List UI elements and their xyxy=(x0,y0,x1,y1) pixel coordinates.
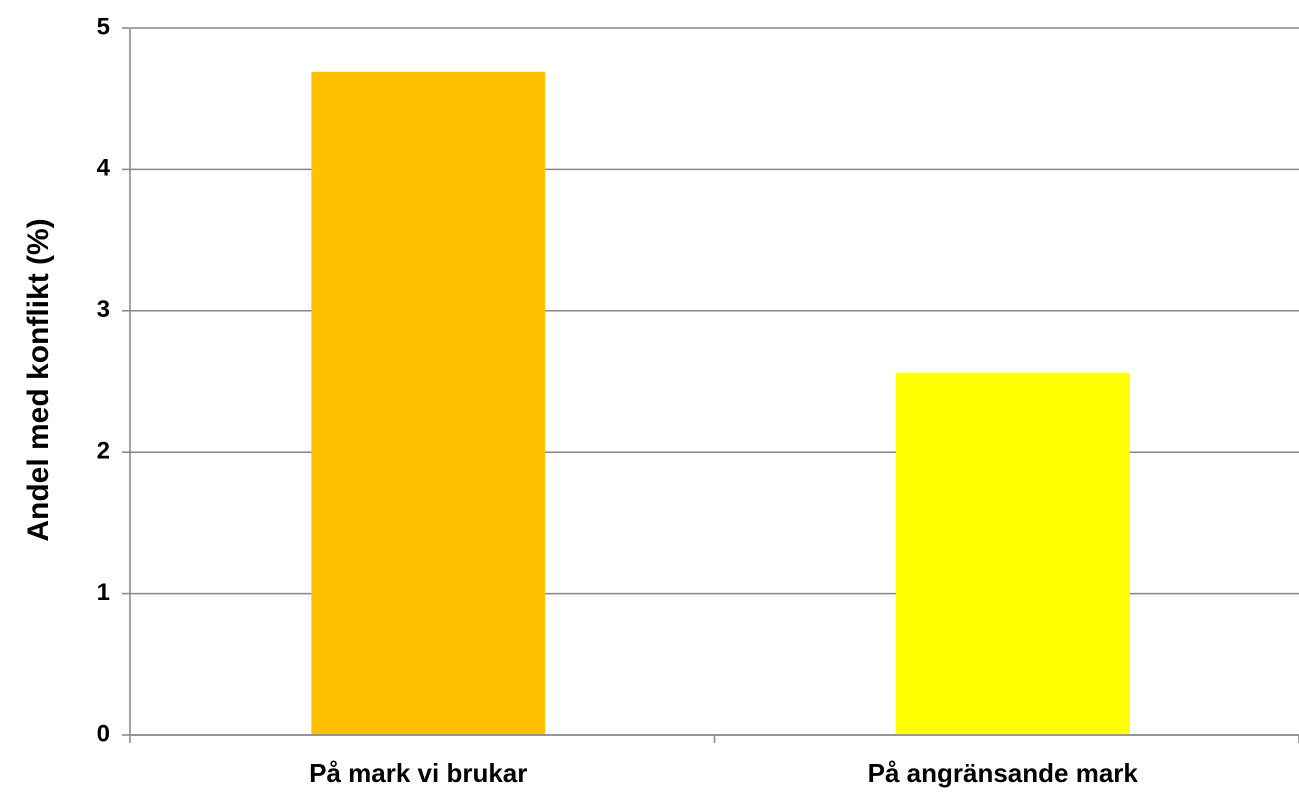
y-tick-label: 1 xyxy=(97,579,110,606)
y-tick-label: 2 xyxy=(97,438,110,465)
x-tick-label: På mark vi brukar xyxy=(309,758,527,788)
y-tick-label: 4 xyxy=(97,155,111,182)
x-tick-label: På angränsande mark xyxy=(868,758,1139,788)
y-tick-label: 0 xyxy=(97,720,110,747)
y-axis-title: Andel med konflikt (%) xyxy=(22,218,55,541)
bar xyxy=(895,373,1130,735)
y-tick-label: 3 xyxy=(97,296,110,323)
bar xyxy=(311,71,546,736)
y-tick-label: 5 xyxy=(97,13,110,40)
